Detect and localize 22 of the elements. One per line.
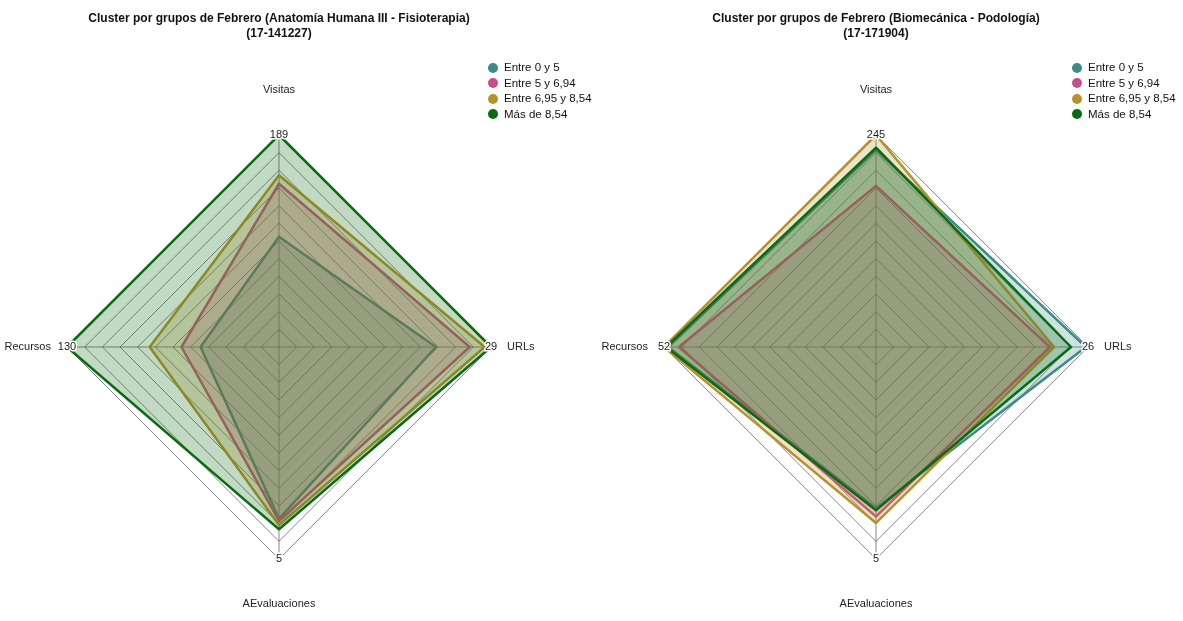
- text: 245: [866, 127, 886, 140]
- spoke-label: URLs: [1104, 339, 1133, 352]
- text: 5: [275, 551, 283, 564]
- legend-label: Entre 0 y 5: [504, 60, 560, 75]
- spoke-label: URLs: [507, 339, 536, 352]
- legend-label: Más de 8,54: [1088, 106, 1152, 122]
- spoke-label: Recursos: [4, 339, 52, 352]
- spoke-label: Visitas: [262, 82, 296, 95]
- text: 189: [269, 127, 289, 140]
- chart-title: Cluster por grupos de Febrero (Biomecánica - Podología) (17-171904): [711, 11, 1041, 41]
- spoke-label: AEvaluaciones: [242, 596, 316, 609]
- legend-label: Entre 5 y 6,94: [504, 75, 576, 91]
- legend-label: Entre 6,95 y 8,54: [504, 91, 592, 106]
- legend-label: Entre 6,95 y 8,54: [1088, 91, 1176, 106]
- text: 5: [872, 551, 880, 564]
- spoke-label: Recursos: [601, 339, 649, 352]
- legend-label: Entre 0 y 5: [1088, 60, 1144, 75]
- legend-label: Entre 5 y 6,94: [1088, 75, 1160, 91]
- spoke-label: AEvaluaciones: [839, 596, 913, 609]
- spoke-label: Visitas: [859, 82, 893, 95]
- chart-title: Cluster por grupos de Febrero (Anatomía Humana III - Fisioterapia) (17-141227): [87, 11, 471, 41]
- legend-label: Más de 8,54: [504, 106, 568, 122]
